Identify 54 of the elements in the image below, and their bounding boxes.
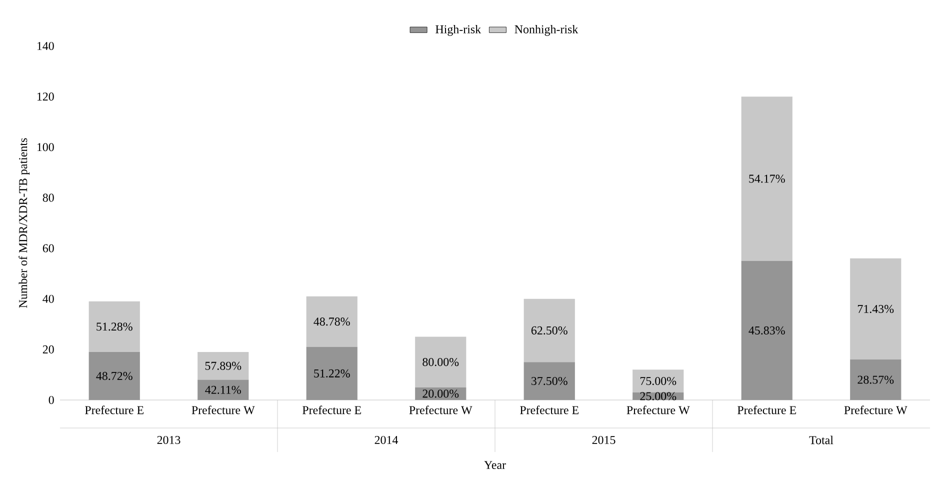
x-tick-label: Prefecture W [409,406,472,414]
bar [632,370,684,392]
annotation: 51.22% [314,369,350,378]
annotation: 71.43% [858,304,894,314]
bar [198,380,249,400]
text: 2013 [157,436,180,444]
annotation: 57.89% [205,362,242,370]
bar [524,298,575,362]
annotation: 62.50% [531,326,568,335]
annotation: 75.00% [640,376,676,386]
annotation: 80.00% [422,358,459,366]
text: 2015 [592,436,616,444]
bar [88,352,140,400]
bar [88,301,140,352]
legend-label: Nonhigh-risk [514,24,578,36]
legend-label: High-risk [436,24,482,36]
bar [850,360,902,400]
y-tick-label: 120 [37,92,54,101]
x-tick-label: Prefecture W [626,406,690,414]
y-tick-label: 100 [37,143,54,152]
bar [198,352,249,380]
annotation: 48.72% [96,372,132,380]
y-tick-label: 0 [48,396,54,404]
y-axis-title: Number of MDR/XDR-TB patients [18,138,30,308]
x-tick-label: Prefecture E [520,406,578,414]
annotation: 51.28% [96,322,132,331]
y-tick-label: 140 [37,42,54,50]
bar [524,362,575,400]
bar [415,336,466,388]
y-tick-label: 80 [42,194,54,202]
annotation: 54.17% [749,174,785,183]
bar [741,96,792,261]
x-tick-label: Prefecture W [192,406,255,414]
y-tick-label: 20 [42,345,54,354]
annotation: 20.00% [422,390,459,398]
annotation: 25.00% [640,392,676,400]
annotation: 28.57% [858,376,894,384]
annotation: 37.50% [532,376,568,386]
y-tick-label: 40 [42,294,54,303]
bar [306,296,358,347]
y-tick-label: 60 [42,244,54,252]
x-tick-label: Prefecture E [302,406,361,414]
x-axis-title: Year [484,461,506,470]
annotation: 48.78% [314,318,350,326]
bar [850,258,902,360]
x-tick-label: Prefecture E [738,406,796,414]
x-tick-label: Prefecture E [85,406,144,414]
annotation: 45.83% [748,326,785,335]
bar [741,260,792,400]
bar [306,346,358,400]
x-tick-label: Prefecture W [844,406,908,414]
text: Total [809,436,834,444]
annotation: 42.11% [205,386,241,394]
text: 2014 [374,436,398,444]
